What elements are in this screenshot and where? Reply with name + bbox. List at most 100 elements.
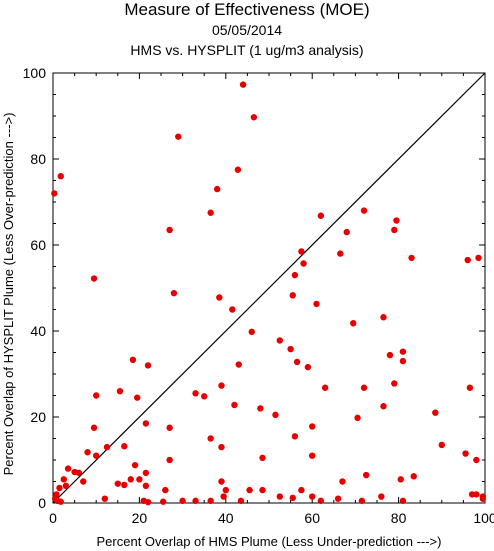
- data-point: [309, 423, 316, 430]
- data-point: [287, 345, 294, 353]
- data-point: [162, 486, 169, 494]
- x-axis-label: Percent Overlap of HMS Plume (Less Under…: [97, 534, 442, 549]
- data-point: [289, 494, 296, 502]
- data-point: [393, 217, 400, 224]
- data-point: [257, 405, 264, 412]
- data-point: [343, 228, 350, 236]
- x-tick-label: 80: [391, 510, 407, 526]
- x-tick-label: 60: [304, 510, 320, 526]
- data-point: [358, 497, 366, 505]
- data-point: [170, 289, 178, 297]
- y-axis-label: Percent Overlap of HYSPLIT Plume (Less O…: [1, 113, 16, 476]
- data-point: [75, 469, 83, 477]
- data-point: [239, 81, 247, 88]
- data-point: [220, 493, 227, 500]
- x-tick-label: 100: [473, 510, 494, 526]
- one-to-one-reference-line: [52, 72, 486, 504]
- data-point: [464, 256, 471, 264]
- data-point: [309, 493, 316, 500]
- data-point: [116, 388, 124, 395]
- data-point: [473, 456, 480, 464]
- data-point: [337, 250, 344, 257]
- data-point: [350, 320, 357, 327]
- data-point: [300, 260, 307, 267]
- data-point: [62, 482, 70, 489]
- data-point: [207, 497, 214, 505]
- data-point: [121, 481, 128, 489]
- data-point: [272, 411, 279, 419]
- data-point: [216, 294, 223, 301]
- data-point: [231, 401, 238, 409]
- data-point: [142, 469, 150, 477]
- data-point: [408, 254, 415, 262]
- y-tick-label: 60: [30, 237, 46, 253]
- data-point: [298, 248, 305, 255]
- y-tick-label: 100: [23, 65, 47, 81]
- data-point: [410, 473, 417, 480]
- y-tick-label: 20: [30, 409, 46, 425]
- x-tick-label: 40: [218, 510, 234, 526]
- data-point: [51, 190, 58, 197]
- x-tick-label: 20: [132, 510, 148, 526]
- data-point: [291, 433, 299, 440]
- data-point: [166, 424, 173, 431]
- data-point: [144, 362, 152, 369]
- data-point: [218, 382, 225, 389]
- data-point: [192, 390, 199, 397]
- data-point: [142, 420, 150, 427]
- data-point: [309, 452, 316, 459]
- data-point: [473, 491, 480, 498]
- data-point: [103, 443, 111, 451]
- chart-subtitle-comparison: HMS vs. HYSPLIT (1 ug/m3 analysis): [130, 42, 364, 58]
- data-point: [334, 495, 342, 502]
- chart-subtitle-date: 05/05/2014: [211, 22, 283, 38]
- data-point: [246, 486, 253, 494]
- y-tick-label: 40: [30, 323, 46, 339]
- data-point: [432, 409, 439, 416]
- data-point: [131, 461, 139, 469]
- data-point: [298, 486, 305, 494]
- data-point: [166, 456, 173, 464]
- data-point: [399, 348, 407, 355]
- data-point: [90, 275, 98, 282]
- y-tick-label: 80: [30, 151, 46, 167]
- data-point: [250, 114, 258, 121]
- data-point: [175, 133, 182, 140]
- data-point: [438, 441, 445, 449]
- data-point: [166, 226, 173, 234]
- data-point: [399, 497, 407, 505]
- chart-title: Measure of Effectiveness (MOE): [124, 0, 370, 19]
- data-point: [207, 209, 214, 216]
- data-point: [380, 314, 387, 321]
- data-point: [234, 166, 242, 173]
- data-point: [136, 476, 143, 483]
- data-point: [391, 380, 398, 387]
- data-point: [192, 497, 199, 505]
- data-point: [57, 498, 64, 505]
- data-point: [360, 384, 368, 391]
- data-point: [293, 358, 301, 366]
- data-point: [386, 351, 394, 359]
- data-point: [159, 498, 167, 505]
- data-point: [321, 384, 329, 391]
- data-point: [101, 495, 109, 502]
- data-point: [391, 226, 398, 234]
- data-point: [462, 450, 469, 457]
- data-point: [276, 337, 283, 344]
- data-point: [114, 480, 122, 487]
- data-point: [363, 471, 370, 479]
- data-point: [259, 454, 266, 462]
- data-point: [121, 443, 128, 450]
- data-point: [237, 497, 245, 505]
- data-point: [235, 361, 242, 368]
- axis-ticks: 0 20 40 60 80 100 0 20 40 60 80 100: [23, 65, 494, 526]
- data-point: [64, 465, 72, 472]
- data-point: [222, 486, 229, 494]
- data-point: [339, 478, 346, 485]
- data-point: [479, 495, 487, 502]
- data-point: [142, 482, 150, 489]
- data-point: [259, 486, 266, 494]
- data-point: [218, 443, 225, 451]
